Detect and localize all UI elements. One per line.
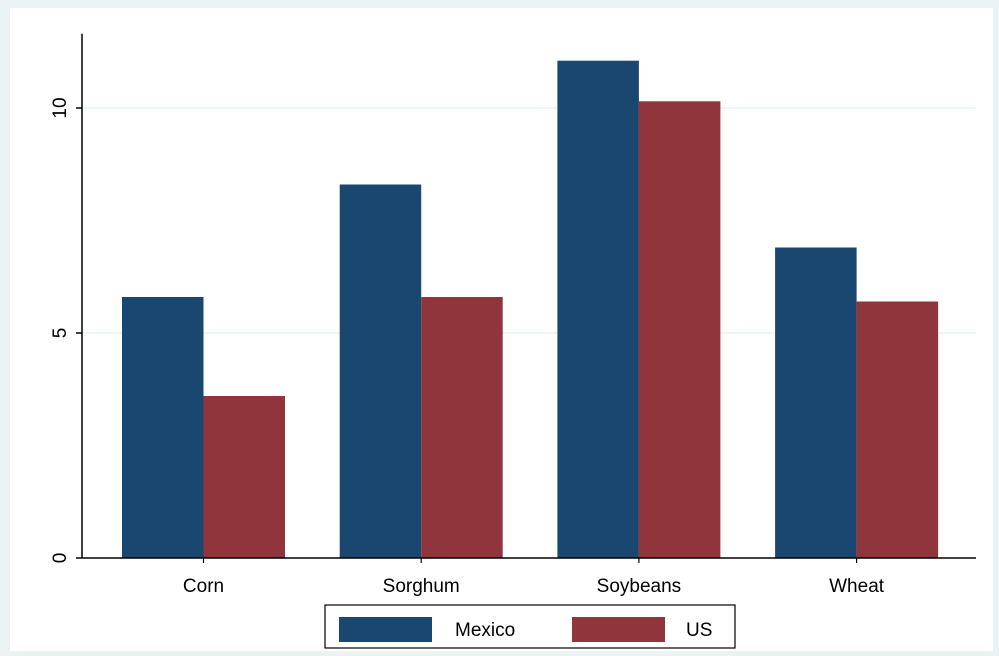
bar-mexico-sorghum <box>339 184 422 558</box>
bar-mexico-soybeans <box>557 60 639 558</box>
x-tick-label: Corn <box>183 576 224 597</box>
x-tick-label: Wheat <box>829 576 885 597</box>
bar-mexico-corn <box>122 297 204 558</box>
legend-swatch-mexico <box>339 617 432 642</box>
x-tick-label: Sorghum <box>383 576 460 597</box>
y-tick-label: 10 <box>50 97 71 118</box>
legend-label-mexico: Mexico <box>455 620 515 641</box>
y-tick-label: 0 <box>50 553 71 564</box>
bar-us-wheat <box>856 301 939 558</box>
y-tick-label: 5 <box>50 328 71 339</box>
legend-swatch-us <box>572 617 665 642</box>
bar-us-sorghum <box>421 297 503 558</box>
bar-us-corn <box>203 396 285 558</box>
legend: Mexico US <box>324 604 736 649</box>
axes: Corn Sorghum Soybeans Wheat 0 5 10 <box>50 33 976 597</box>
x-tick-label: Soybeans <box>597 576 682 597</box>
bar-us-soybeans <box>638 101 721 559</box>
legend-label-us: US <box>686 620 712 641</box>
bar-mexico-wheat <box>775 247 857 558</box>
bars <box>122 60 939 559</box>
